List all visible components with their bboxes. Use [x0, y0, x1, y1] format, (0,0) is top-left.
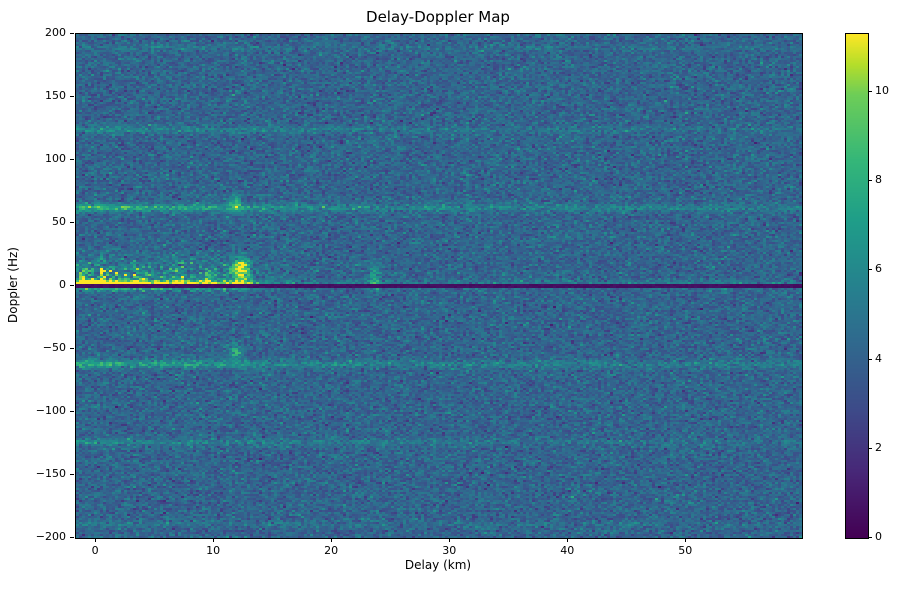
y-tick	[70, 33, 74, 34]
chart-title: Delay-Doppler Map	[366, 8, 510, 26]
colorbar	[845, 33, 869, 539]
x-tick-label: 50	[678, 544, 693, 557]
y-tick	[70, 222, 74, 223]
y-tick	[70, 159, 74, 160]
colorbar-tick	[868, 537, 872, 538]
y-tick-label: 50	[52, 215, 66, 228]
y-tick-label: −50	[42, 341, 66, 354]
colorbar-tick	[868, 358, 872, 360]
y-tick-label: 150	[45, 89, 66, 102]
x-tick	[567, 538, 569, 542]
colorbar-tick	[868, 447, 872, 449]
x-tick-label: 40	[560, 544, 575, 557]
x-axis-label: Delay (km)	[404, 558, 472, 572]
colorbar-tick	[868, 90, 872, 92]
y-tick-label: 0	[59, 278, 66, 291]
x-tick	[213, 538, 215, 542]
x-tick	[95, 538, 97, 542]
colorbar-tick-label: 0	[875, 530, 882, 543]
x-tick-label: 30	[442, 544, 457, 557]
y-tick	[70, 537, 74, 538]
colorbar-tick-label: 10	[875, 83, 889, 97]
y-axis-label-wrap: Doppler (Hz)	[4, 33, 22, 537]
colorbar-canvas	[846, 34, 868, 538]
y-tick-label: −100	[35, 404, 66, 417]
y-tick	[70, 285, 74, 286]
x-tick-label: 20	[324, 544, 339, 557]
y-axis-label: Doppler (Hz)	[6, 247, 20, 323]
y-tick	[70, 474, 74, 475]
y-tick	[70, 348, 74, 349]
colorbar-tick-label: 4	[875, 351, 882, 365]
y-tick-label: −150	[35, 467, 66, 480]
x-tick	[449, 538, 451, 542]
colorbar-tick	[868, 180, 872, 182]
y-tick-label: 200	[45, 26, 66, 39]
heatmap-canvas	[76, 34, 802, 538]
colorbar-tick-label: 8	[875, 173, 882, 187]
y-tick-label: 100	[45, 152, 66, 165]
colorbar-tick-label: 6	[875, 262, 882, 276]
y-tick	[70, 411, 74, 412]
plot-area	[75, 33, 803, 539]
x-tick-label: 0	[91, 544, 99, 557]
colorbar-tick-label: 2	[875, 440, 882, 454]
x-tick-label: 10	[206, 544, 221, 557]
x-tick	[685, 538, 687, 542]
y-tick	[70, 96, 74, 97]
y-tick-label: −200	[35, 530, 66, 543]
colorbar-tick	[868, 269, 872, 271]
x-tick	[331, 538, 333, 542]
